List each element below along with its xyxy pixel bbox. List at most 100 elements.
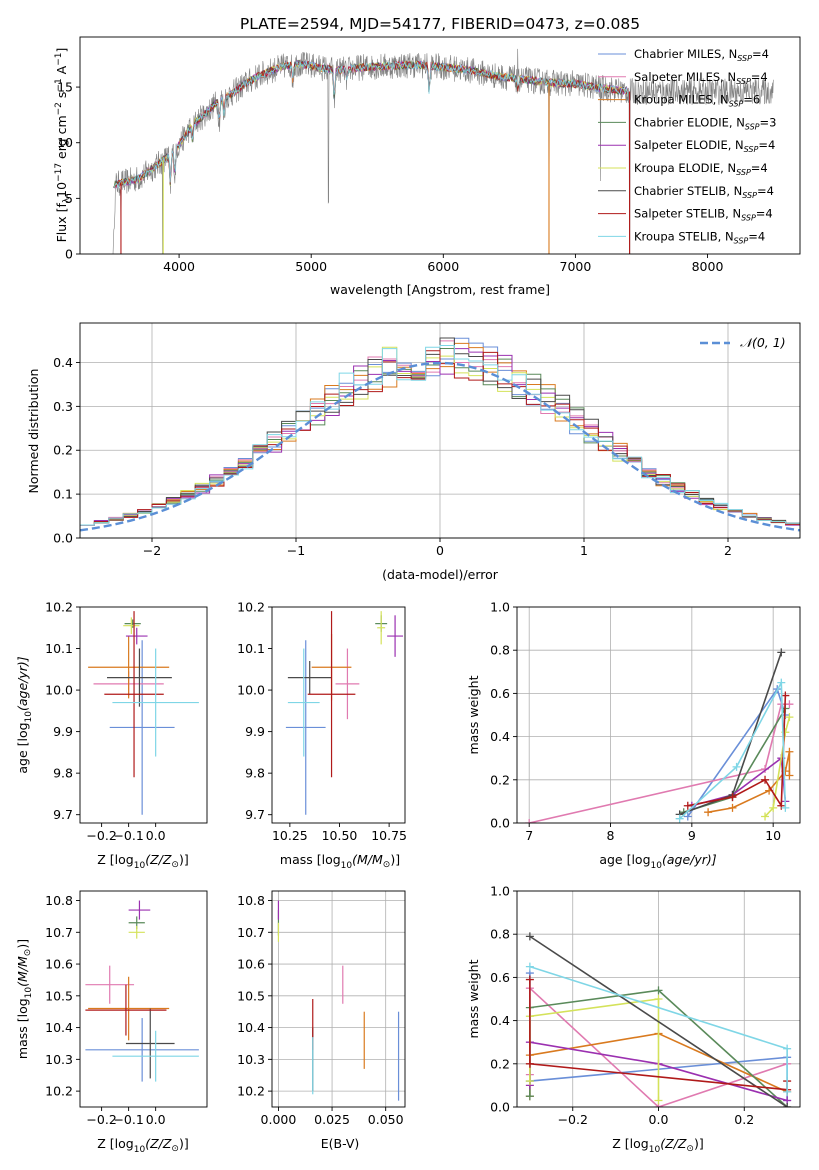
age-weight-ytick-label: 0.8 <box>490 643 510 658</box>
z-age-ytick-label: 9.8 <box>53 766 73 781</box>
ebv-mass-axes: 0.000 0.025 0.050 10.2 10.3 10.4 10.5 10.6 10.7 1… <box>237 890 406 1151</box>
z-weight-ytick-label: 0.0 <box>490 1100 510 1115</box>
z-weight-marker <box>525 1092 534 1101</box>
z-weight-ytick-label: 1.0 <box>490 884 510 899</box>
z-age-ytick-label: 9.7 <box>53 807 73 822</box>
residuals-ylabel: Normed distribution <box>26 369 41 494</box>
age-weight-marker <box>785 700 794 709</box>
spectrum-legend-entry: Kroupa STELIB, NSSP=4 <box>634 229 765 245</box>
z-age-point <box>88 636 170 699</box>
z-weight-marker <box>525 962 534 971</box>
z-age-xtick-label: −0.2 <box>86 828 116 843</box>
residuals-xtick-label: −1 <box>287 543 305 558</box>
z-age-ytick-label: 10.0 <box>45 683 73 698</box>
z-mass-ytick-label: 10.8 <box>45 893 73 908</box>
z-weight-xtick-label: 0.2 <box>734 1112 754 1127</box>
z-weight-marker <box>525 975 534 984</box>
spectrum-xtick-label: 7000 <box>560 259 592 274</box>
ebv-mass-ytick-label: 10.8 <box>237 893 265 908</box>
z-age-plot-area <box>88 611 199 815</box>
spectrum-xtick-label: 5000 <box>295 259 327 274</box>
ebv-mass-plot-area <box>277 900 400 1101</box>
z-weight-marker <box>525 932 534 941</box>
z-weight-marker <box>654 995 663 1003</box>
spectrum-legend-entry: Salpeter MILES, NSSP=4 <box>634 70 768 86</box>
age-weight-marker <box>785 771 794 780</box>
mass-age-axes: 10.25 10.50 10.75 9.7 9.8 9.9 10.0 10.1 10.2 mass… <box>237 600 407 872</box>
z-weight-series-line <box>529 935 788 1107</box>
z-mass-ytick-label: 10.6 <box>45 957 73 972</box>
residuals-plot-area <box>80 337 800 538</box>
z-weight-ytick-label: 0.8 <box>490 927 510 942</box>
spectrum-xtick-label: 4000 <box>163 259 195 274</box>
age-weight-ytick-label: 0.0 <box>490 816 510 831</box>
residuals-ytick-label: 0.0 <box>53 531 73 546</box>
z-age-ylabel: age [log10(age/yr)] <box>15 656 34 773</box>
spectrum-xlabel: wavelength [Angstrom, rest frame] <box>330 282 550 297</box>
ebv-mass-ytick-label: 10.2 <box>237 1084 265 1099</box>
spectrum-legend-entry: Salpeter ELODIE, NSSP=4 <box>634 138 775 154</box>
ebv-mass-ytick-label: 10.4 <box>237 1020 265 1035</box>
z-weight-marker <box>525 1077 534 1086</box>
age-weight-series-line <box>679 679 787 820</box>
age-weight-marker <box>777 648 786 657</box>
mass-age-xtick-label: 10.50 <box>322 828 358 843</box>
spectrum-ytick-label: 0 <box>65 247 73 262</box>
residuals-xtick-label: 1 <box>580 543 588 558</box>
spectrum-ytick-label: 15 <box>57 80 73 95</box>
z-mass-axes: −0.2−0.1 0.0 10.2 10.3 10.4 10.5 10.6 10.7 10.8 Z… <box>15 890 208 1155</box>
residuals-ytick-label: 0.3 <box>53 399 73 414</box>
mass-age-xlabel: mass [log10(M/M⊙)] <box>280 852 400 871</box>
z-weight-xlabel: Z [log10(Z/Z⊙)] <box>612 1136 703 1155</box>
spectrum-legend-entry: Kroupa MILES, NSSP=6 <box>634 93 760 109</box>
z-mass-point <box>128 925 145 939</box>
ebv-mass-ytick-label: 10.6 <box>237 957 265 972</box>
spectrum-ytick-label: 5 <box>65 191 73 206</box>
mass-age-ytick-label: 10.2 <box>237 600 265 615</box>
z-mass-xtick-label: −0.2 <box>86 1112 116 1127</box>
z-mass-ytick-label: 10.3 <box>45 1052 73 1067</box>
mass-age-xtick-label: 10.75 <box>371 828 407 843</box>
age-weight-marker <box>732 762 741 771</box>
z-age-point <box>112 648 199 757</box>
z-weight-marker <box>783 1103 792 1107</box>
spectrum-legend-entry: Chabrier STELIB, NSSP=4 <box>634 184 774 200</box>
age-weight-marker <box>769 803 778 812</box>
z-age-point <box>125 627 148 645</box>
age-weight-plot-area <box>525 648 794 823</box>
z-age-ytick-label: 10.2 <box>45 600 73 615</box>
residuals-ytick-label: 0.2 <box>53 443 73 458</box>
age-weight-ytick-label: 0.4 <box>490 729 510 744</box>
z-weight-xtick-label: −0.2 <box>558 1112 588 1127</box>
spectrum-xtick-label: 8000 <box>692 259 724 274</box>
figure-title: PLATE=2594, MJD=54177, FIBERID=0473, z=0… <box>240 15 640 33</box>
z-weight-series-line <box>529 998 660 1101</box>
normal-curve <box>80 361 800 532</box>
age-weight-marker <box>683 812 692 821</box>
residuals-xtick-label: 0 <box>436 543 444 558</box>
z-weight-axes: −0.2 0.0 0.2 0.0 0.2 0.4 0.6 0.8 1.0 Z [log10(Z/Z… <box>466 884 801 1155</box>
z-age-ytick-label: 10.1 <box>45 641 73 656</box>
residuals-legend-label: 𝒩(0, 1) <box>740 335 786 350</box>
mass-age-plot-area <box>285 611 404 815</box>
z-weight-marker <box>783 1087 792 1096</box>
ebv-mass-xlabel: E(B-V) <box>321 1136 360 1151</box>
z-mass-point <box>88 976 170 1041</box>
z-mass-ytick-label: 10.2 <box>45 1084 73 1099</box>
age-weight-xtick-label: 7 <box>525 828 533 843</box>
mass-age-point <box>377 611 386 645</box>
ebv-mass-xtick-label: 0.050 <box>368 1112 404 1127</box>
z-age-frame <box>79 606 208 824</box>
z-age-axes: −0.2−0.1 0.0 9.7 9.8 9.9 10.0 10.1 10.2 Z [log10… <box>15 600 208 871</box>
age-weight-marker <box>777 678 786 687</box>
age-weight-series-line <box>529 703 790 823</box>
z-age-xtick-label: −0.1 <box>113 828 143 843</box>
spectrum-model-line <box>113 61 629 188</box>
mass-age-point <box>335 648 360 720</box>
mass-age-ytick-label: 9.8 <box>245 766 265 781</box>
spectrum-legend: Chabrier MILES, NSSP=4 Salpeter MILES, NS… <box>598 47 776 245</box>
z-weight-marker <box>654 1096 663 1105</box>
z-weight-marker <box>525 1059 534 1068</box>
age-weight-marker <box>785 713 794 722</box>
z-age-point <box>123 617 140 634</box>
